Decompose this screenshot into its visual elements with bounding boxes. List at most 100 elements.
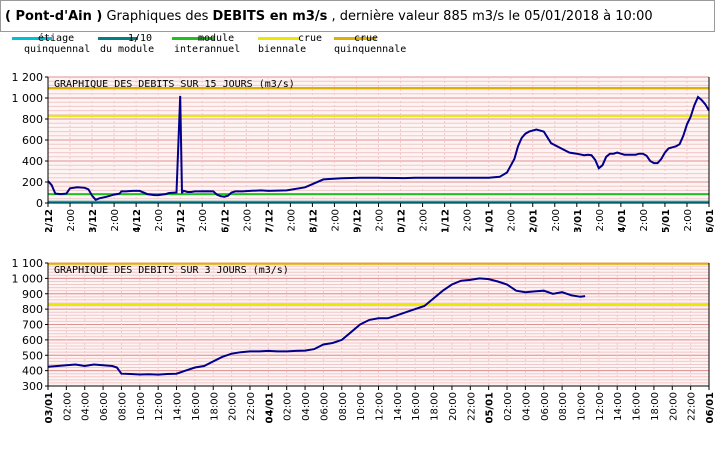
x-tick-label: 27/12 xyxy=(264,209,275,232)
x-tick-label: 12:00 xyxy=(595,209,606,232)
station-name: ( Pont-d'Ain ) xyxy=(5,9,103,24)
x-tick-label: 12:00 xyxy=(110,209,121,232)
y-tick-label: 900 xyxy=(22,288,43,301)
legend: étiage quinquennal 1/10 du module module… xyxy=(0,33,406,57)
x-tick-label: 22:00 xyxy=(687,392,698,421)
x-tick-label: 12:00 xyxy=(375,209,386,232)
x-tick-label: 08:00 xyxy=(117,392,128,421)
x-tick-label: 04/01 xyxy=(264,392,275,424)
chart-title: GRAPHIQUE DES DEBITS SUR 15 JOURS (m3/s) xyxy=(54,79,295,90)
x-tick-label: 06:00 xyxy=(540,392,551,421)
x-tick-label: 03/01 xyxy=(44,392,55,424)
x-tick-label: 12:00 xyxy=(595,392,606,421)
x-tick-label: 14:00 xyxy=(393,392,404,421)
x-tick-label: 12:00 xyxy=(286,209,297,232)
x-tick-label: 18:00 xyxy=(430,392,441,421)
x-tick-label: 05/01 xyxy=(661,209,672,232)
x-tick-label: 04:00 xyxy=(81,392,92,421)
y-tick-label: 700 xyxy=(22,319,43,332)
y-tick-label: 200 xyxy=(22,176,43,189)
legend-swatch xyxy=(172,37,214,40)
x-tick-label: 12:00 xyxy=(683,209,694,232)
x-tick-label: 20:00 xyxy=(448,392,459,421)
y-tick-label: 800 xyxy=(22,303,43,316)
y-tick-label: 600 xyxy=(22,134,43,147)
x-tick-label: 01/01 xyxy=(485,209,496,232)
page-title: ( Pont-d'Ain ) Graphiques des DEBITS en … xyxy=(5,9,653,24)
x-tick-label: 04:00 xyxy=(521,392,532,421)
x-tick-label: 04/01 xyxy=(617,209,628,232)
x-tick-label: 20:00 xyxy=(228,392,239,421)
title-prefix: Graphiques des xyxy=(106,9,209,24)
x-tick-label: 12:00 xyxy=(330,209,341,232)
legend-swatch xyxy=(98,37,138,40)
y-tick-label: 1 000 xyxy=(12,92,44,105)
x-tick-label: 12:00 xyxy=(419,209,430,232)
x-tick-label: 12:00 xyxy=(463,209,474,232)
x-tick-label: 06:00 xyxy=(99,392,110,421)
x-tick-label: 24/12 xyxy=(132,209,143,232)
x-tick-label: 30/12 xyxy=(397,209,408,232)
x-tick-label: 03/01 xyxy=(573,209,584,232)
x-tick-label: 22:00 xyxy=(246,392,257,421)
x-tick-label: 05/01 xyxy=(485,392,496,424)
x-tick-label: 14:00 xyxy=(173,392,184,421)
x-tick-label: 08:00 xyxy=(558,392,569,421)
x-tick-label: 31/12 xyxy=(441,209,452,232)
y-tick-label: 400 xyxy=(22,365,43,378)
x-tick-label: 10:00 xyxy=(576,392,587,421)
y-tick-label: 1 200 xyxy=(12,71,44,84)
chart-15-days: 0 200 400 600 800 1 000 1 200 22/12 12:00 23/12 12… xyxy=(12,71,717,232)
x-tick-label: 02:00 xyxy=(62,392,73,421)
y-tick-label: 500 xyxy=(22,349,43,362)
x-tick-label: 12:00 xyxy=(242,209,253,232)
x-tick-label: 08:00 xyxy=(338,392,349,421)
x-tick-label: 04:00 xyxy=(301,392,312,421)
x-tick-label: 12:00 xyxy=(639,209,650,232)
x-tick-label: 20:00 xyxy=(668,392,679,421)
legend-swatch xyxy=(12,37,52,40)
title-suffix: , dernière valeur 885 m3/s le 05/01/2018… xyxy=(331,9,653,24)
header-bar: ( Pont-d'Ain ) Graphiques des DEBITS en … xyxy=(0,0,715,32)
x-tick-label: 28/12 xyxy=(308,209,319,232)
x-tick-label: 26/12 xyxy=(220,209,231,232)
x-tick-label: 12:00 xyxy=(154,392,165,421)
x-tick-label: 18:00 xyxy=(209,392,220,421)
x-tick-label: 06/01 xyxy=(705,392,716,424)
y-tick-label: 300 xyxy=(22,380,43,393)
legend-swatch xyxy=(334,37,376,40)
legend-swatch xyxy=(258,37,300,40)
x-tick-label: 10:00 xyxy=(356,392,367,421)
y-tick-label: 800 xyxy=(22,113,43,126)
x-tick-label: 12:00 xyxy=(154,209,165,232)
x-tick-label: 02/01 xyxy=(529,209,540,232)
title-bold: DEBITS en m3/s xyxy=(212,9,328,24)
x-tick-label: 16:00 xyxy=(411,392,422,421)
x-tick-label: 02:00 xyxy=(283,392,294,421)
x-tick-label: 18:00 xyxy=(650,392,661,421)
y-tick-label: 400 xyxy=(22,155,43,168)
x-tick-label: 22:00 xyxy=(466,392,477,421)
x-tick-label: 06:00 xyxy=(319,392,330,421)
x-tick-label: 12:00 xyxy=(551,209,562,232)
x-tick-label: 12:00 xyxy=(375,392,386,421)
y-tick-label: 600 xyxy=(22,334,43,347)
x-tick-label: 16:00 xyxy=(191,392,202,421)
x-tick-label: 06/01 xyxy=(705,209,716,232)
x-tick-label: 23/12 xyxy=(88,209,99,232)
x-tick-label: 16:00 xyxy=(632,392,643,421)
series-line xyxy=(47,95,710,201)
x-tick-label: 25/12 xyxy=(176,209,187,232)
x-tick-label: 10:00 xyxy=(136,392,147,421)
y-tick-label: 0 xyxy=(36,197,43,210)
x-tick-label: 29/12 xyxy=(352,209,363,232)
y-tick-label: 1 000 xyxy=(12,272,44,285)
x-tick-label: 12:00 xyxy=(66,209,77,232)
series-line xyxy=(47,277,586,376)
x-tick-label: 02:00 xyxy=(503,392,514,421)
chart-title: GRAPHIQUE DES DEBITS SUR 3 JOURS (m3/s) xyxy=(54,265,289,276)
x-tick-label: 12:00 xyxy=(198,209,209,232)
x-tick-label: 14:00 xyxy=(613,392,624,421)
y-tick-label: 1 100 xyxy=(12,257,44,270)
